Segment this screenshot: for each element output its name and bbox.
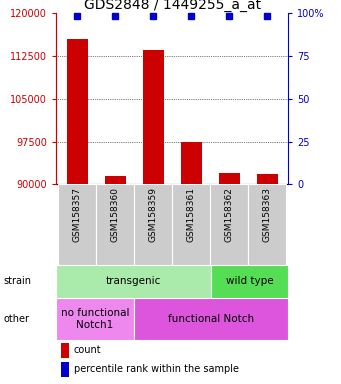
Text: GSM158361: GSM158361 <box>187 187 196 242</box>
Text: GSM158360: GSM158360 <box>111 187 120 242</box>
Text: strain: strain <box>3 276 31 286</box>
Bar <box>67 39 88 184</box>
Bar <box>96 184 134 265</box>
Text: GSM158363: GSM158363 <box>263 187 272 242</box>
Bar <box>211 265 288 298</box>
Text: GSM158362: GSM158362 <box>225 187 234 242</box>
Text: transgenic: transgenic <box>106 276 161 286</box>
Text: functional Notch: functional Notch <box>168 314 254 324</box>
Bar <box>58 184 96 265</box>
Bar <box>210 184 248 265</box>
Bar <box>143 50 164 184</box>
Text: no functional
Notch1: no functional Notch1 <box>61 308 129 329</box>
Text: other: other <box>3 314 29 324</box>
Title: GDS2848 / 1449255_a_at: GDS2848 / 1449255_a_at <box>84 0 261 12</box>
Bar <box>134 298 288 340</box>
Bar <box>181 142 202 184</box>
Text: percentile rank within the sample: percentile rank within the sample <box>74 364 239 374</box>
Bar <box>257 174 278 184</box>
Bar <box>248 184 286 265</box>
Text: GSM158357: GSM158357 <box>73 187 82 242</box>
Text: count: count <box>74 345 101 355</box>
Bar <box>105 176 125 184</box>
Bar <box>61 362 69 377</box>
Text: wild type: wild type <box>226 276 273 286</box>
Bar <box>172 184 210 265</box>
Bar <box>219 173 240 184</box>
Bar <box>56 298 134 340</box>
Bar <box>61 343 69 358</box>
Bar <box>134 184 172 265</box>
Text: GSM158359: GSM158359 <box>149 187 158 242</box>
Bar <box>56 265 211 298</box>
